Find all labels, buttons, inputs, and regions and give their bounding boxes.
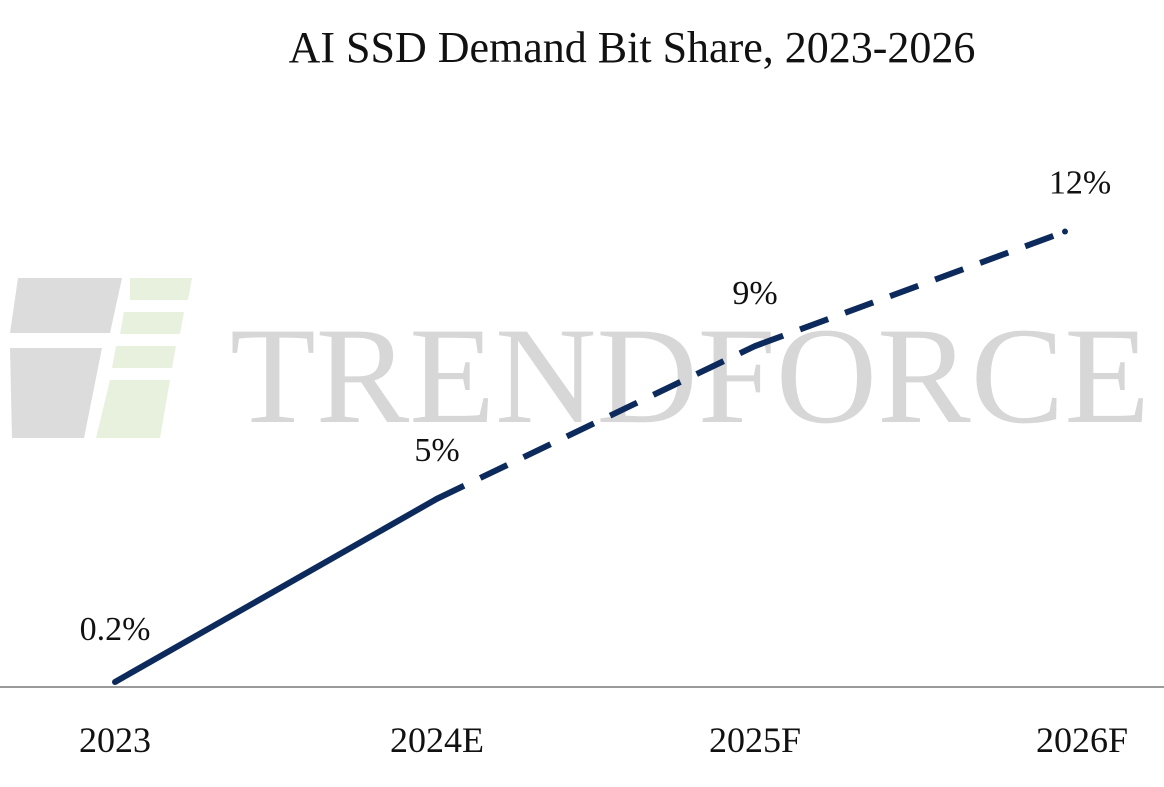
watermark-text: TRENDFORCE [230,299,1150,452]
data-point-2025F [752,343,758,350]
watermark: TRENDFORCE [10,278,1150,452]
x-axis-ticks: 2023 2024E 2025F 2026F [79,720,1128,760]
data-labels: 0.2% 5% 9% 12% [80,165,1112,648]
series-line-segment-3 [753,228,1067,349]
series-line-segment-1 [113,496,439,685]
data-label-2024E: 5% [414,432,459,469]
data-point-2024E [434,495,440,502]
chart-title: AI SSD Demand Bit Share, 2023-2026 [288,23,976,72]
x-tick-label-2023: 2023 [79,720,151,760]
trendforce-logo-icon [10,278,192,438]
x-tick-label-2026F: 2026F [1036,720,1128,760]
data-label-2023: 0.2% [80,611,151,648]
data-point-2026F [1062,228,1068,235]
x-tick-label-2025F: 2025F [709,720,801,760]
data-label-2025F: 9% [732,275,777,312]
data-label-2026F: 12% [1049,165,1111,202]
series-group [112,228,1068,685]
x-tick-label-2024E: 2024E [390,720,484,760]
series-line-segment-2 [435,343,757,502]
data-point-2023 [112,678,118,685]
